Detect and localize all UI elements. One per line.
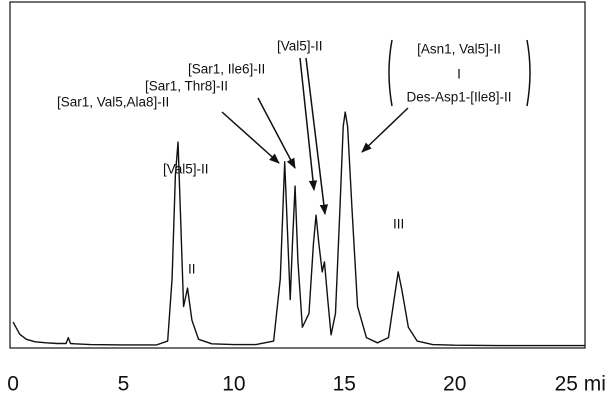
x-tick-label: 20 xyxy=(443,373,466,396)
annotation: [Val5]-II xyxy=(277,39,323,54)
annotation: [Asn1, Val5]-II xyxy=(417,42,501,57)
x-tick-label: 5 xyxy=(118,373,130,396)
chromatogram-line xyxy=(12,111,585,347)
annotation: [Sar1, Val5,Ala8]-II xyxy=(57,95,169,110)
x-tick-label: 15 xyxy=(333,373,356,396)
arrows xyxy=(221,39,531,216)
annotation: [Sar1, Ile6]-II xyxy=(188,62,265,77)
x-tick-label: 10 xyxy=(222,373,245,396)
annotation: [Val5]-II xyxy=(163,162,209,177)
x-tick-label: 25 min xyxy=(555,373,605,396)
annotation: III xyxy=(393,217,404,232)
annotation: II xyxy=(188,262,196,277)
x-tick-label: 0 xyxy=(7,373,19,396)
plot-frame xyxy=(9,1,586,349)
annotation: I xyxy=(457,67,461,82)
annotation: [Sar1, Thr8]-II xyxy=(145,79,228,94)
annotation: Des-Asp1-[Ile8]-II xyxy=(406,90,511,105)
